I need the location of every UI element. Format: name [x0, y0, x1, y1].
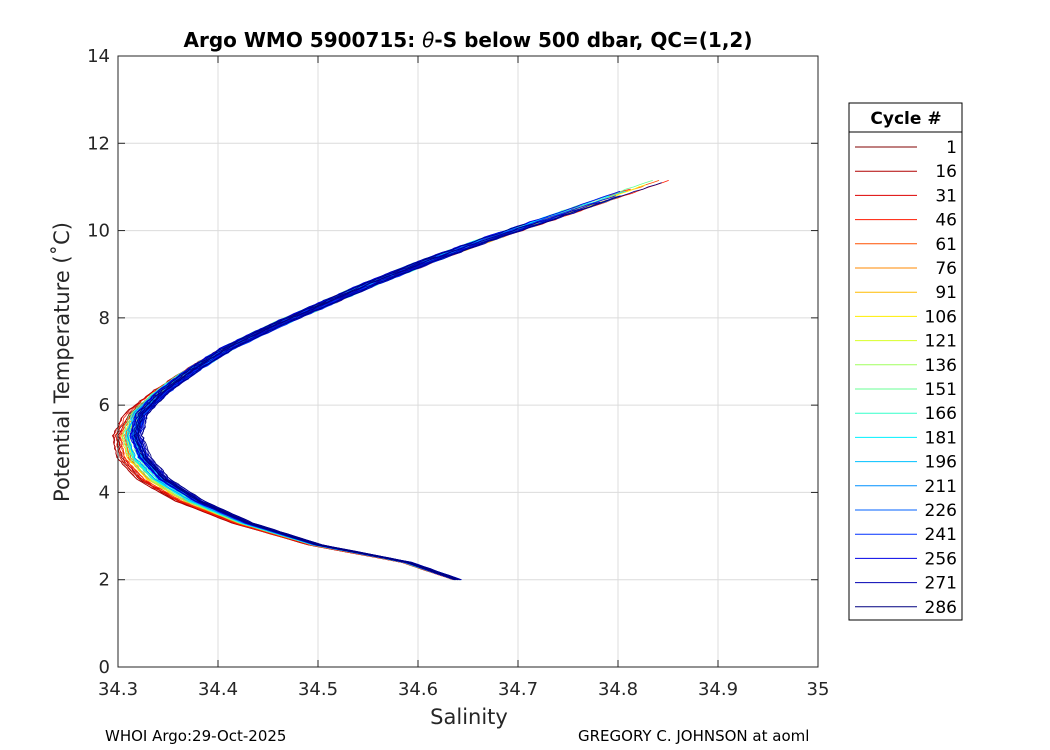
legend-label: 286	[925, 598, 957, 618]
y-tick-label: 2	[99, 570, 110, 591]
grid	[118, 56, 818, 667]
plot-area	[118, 56, 818, 667]
legend: Cycle # 1 16 31 46 61 76 91 106 121 136 151 166 181 1…	[848, 102, 963, 621]
chart-title: Argo WMO 5900715: θ-S below 500 dbar, QC…	[184, 28, 753, 52]
profile-line-cycle-286	[140, 182, 662, 581]
y-tick-label: 4	[99, 482, 110, 503]
theta-s-curves	[111, 180, 669, 581]
footer-left: WHOI Argo:29-Oct-2025	[105, 727, 286, 745]
legend-label: 31	[935, 186, 957, 206]
x-tick-label: 34.4	[198, 679, 238, 700]
x-tick-label: 34.6	[398, 679, 438, 700]
legend-label: 166	[925, 404, 957, 424]
footer-right: GREGORY C. JOHNSON at aoml	[578, 727, 809, 745]
x-tick-label: 34.9	[698, 679, 738, 700]
y-axis-label: Potential Temperature (˚C)	[50, 222, 74, 502]
profile-line-cycle-286	[133, 223, 526, 581]
legend-label: 121	[925, 332, 957, 352]
legend-label: 1	[946, 138, 957, 158]
legend-label: 106	[925, 307, 957, 327]
y-tick-label: 12	[87, 133, 110, 154]
legend-label: 61	[935, 235, 957, 255]
y-tick-label: 8	[99, 308, 110, 329]
legend-label: 241	[925, 525, 957, 545]
legend-label: 16	[935, 162, 957, 182]
legend-label: 91	[935, 283, 957, 303]
x-tick-label: 34.3	[98, 679, 138, 700]
y-tick-label: 0	[99, 657, 110, 678]
legend-label: 226	[925, 501, 957, 521]
x-tick-label: 34.7	[498, 679, 538, 700]
legend-label: 151	[925, 380, 957, 400]
legend-label: 136	[925, 356, 957, 376]
legend-title: Cycle #	[870, 109, 941, 129]
plot-frame	[117, 55, 819, 668]
legend-label: 256	[925, 549, 957, 569]
legend-label: 181	[925, 428, 957, 448]
legend-label: 76	[935, 259, 957, 279]
y-tick-label: 10	[87, 221, 110, 242]
legend-label: 211	[925, 477, 957, 497]
x-axis-label: Salinity	[430, 705, 508, 729]
x-axis-ticks: 34.3 34.4 34.5 34.6 34.7 34.8 34.9 35	[98, 56, 829, 700]
y-tick-label: 6	[99, 395, 110, 416]
y-axis-ticks: 0 2 4 6 8 10 12 14	[87, 46, 818, 678]
y-tick-label: 14	[87, 46, 110, 67]
legend-label: 196	[925, 453, 957, 473]
legend-label: 271	[925, 574, 957, 594]
legend-label: 46	[935, 211, 957, 231]
x-tick-label: 35	[807, 679, 830, 700]
x-tick-label: 34.8	[598, 679, 638, 700]
profile-line-cycle-286	[136, 262, 458, 581]
x-tick-label: 34.5	[298, 679, 338, 700]
